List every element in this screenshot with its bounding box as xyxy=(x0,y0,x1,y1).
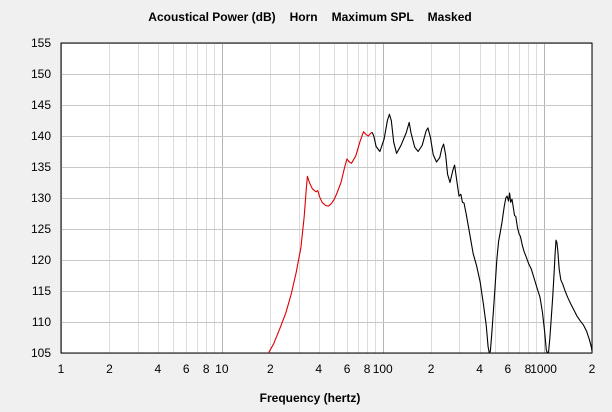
title-part: Acoustical Power (dB) xyxy=(148,10,275,24)
x-tick-label: 4 xyxy=(155,362,162,376)
chart-title: Acoustical Power (dB) Horn Maximum SPL Mask… xyxy=(148,10,471,24)
y-tick-label: 140 xyxy=(31,129,51,143)
y-tick-label: 125 xyxy=(31,222,51,236)
x-tick-label: 6 xyxy=(344,362,351,376)
series-line-1 xyxy=(268,131,373,354)
y-tick-label: 135 xyxy=(31,160,51,174)
x-tick-label: 8 xyxy=(525,362,532,376)
y-tick-label: 105 xyxy=(31,346,51,360)
x-tick-label: 2 xyxy=(106,362,113,376)
y-tick-label: 110 xyxy=(32,315,51,329)
x-tick-label: 4 xyxy=(315,362,322,376)
title-part: Horn xyxy=(290,10,318,24)
x-axis-label: Frequency (hertz) xyxy=(260,391,361,405)
x-tick-label: 2 xyxy=(589,362,596,376)
x-tick-label: 1000 xyxy=(530,362,557,376)
x-tick-label: 2 xyxy=(267,362,274,376)
x-tick-label: 100 xyxy=(373,362,393,376)
x-tick-label: 1 xyxy=(58,362,65,376)
x-tick-label: 10 xyxy=(215,362,229,376)
x-tick-label: 2 xyxy=(428,362,435,376)
y-tick-label: 120 xyxy=(31,253,51,267)
y-tick-label: 130 xyxy=(31,191,51,205)
x-tick-label: 6 xyxy=(505,362,512,376)
y-axis: 105 110 115 120 125 130 135 140 145 150 155 xyxy=(31,36,51,360)
y-tick-label: 145 xyxy=(31,98,51,112)
chart-title-text: Acoustical Power (dB) Horn Maximum SPL Mask… xyxy=(148,10,471,24)
x-tick-label: 8 xyxy=(364,362,371,376)
x-tick-label: 6 xyxy=(183,362,190,376)
y-tick-label: 150 xyxy=(31,67,51,81)
x-tick-label: 8 xyxy=(203,362,210,376)
grid xyxy=(61,43,593,354)
title-part: Maximum SPL xyxy=(332,10,414,24)
plot-border xyxy=(60,42,593,354)
series-group xyxy=(268,113,593,354)
y-tick-label: 115 xyxy=(32,284,51,298)
title-part: Masked xyxy=(428,10,472,24)
y-tick-label: 155 xyxy=(31,36,51,50)
series-line-2 xyxy=(371,113,593,354)
x-tick-label: 4 xyxy=(476,362,483,376)
